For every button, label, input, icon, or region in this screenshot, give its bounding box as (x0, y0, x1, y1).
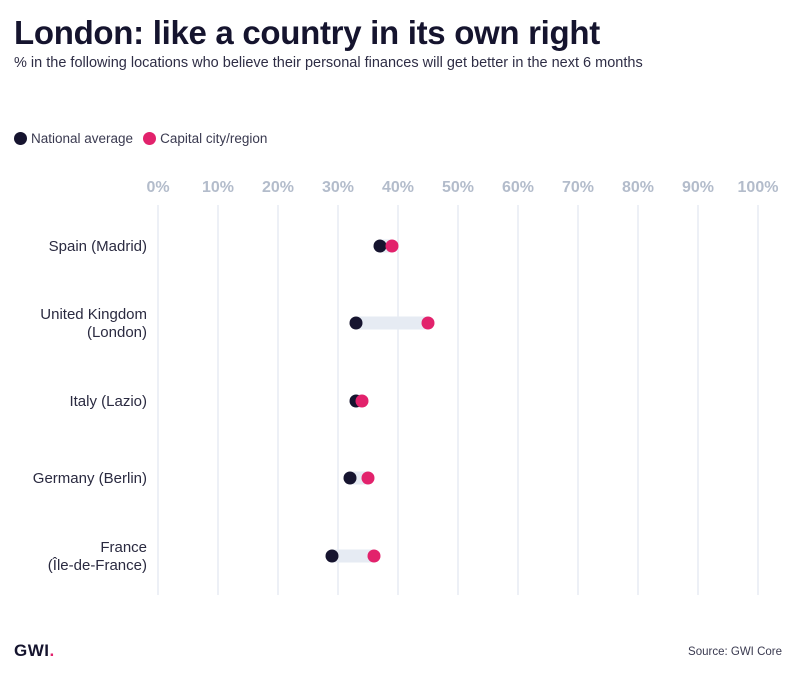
dot-capital (361, 471, 375, 485)
dot-capital (421, 316, 435, 330)
category-label: (London) (87, 324, 147, 341)
x-tick-label: 50% (442, 179, 474, 196)
dot-national (325, 549, 339, 563)
category-label: Spain (Madrid) (49, 238, 147, 255)
x-tick-label: 30% (322, 179, 354, 196)
x-tick-label: 100% (738, 179, 779, 196)
legend-item-national: National average (14, 131, 133, 146)
chart-legend: National average Capital city/region (14, 131, 277, 146)
legend-label-national: National average (31, 131, 134, 146)
source-note: Source: GWI Core (688, 646, 782, 658)
category-label: Germany (Berlin) (33, 470, 147, 487)
legend-dot-capital (143, 132, 157, 145)
category-label: France (100, 539, 147, 556)
category-label: Italy (Lazio) (69, 393, 147, 410)
x-tick-label: 10% (202, 179, 234, 196)
dot-capital (385, 239, 399, 253)
x-tick-label: 20% (262, 179, 294, 196)
dot-national (349, 316, 363, 330)
x-tick-label: 90% (682, 179, 714, 196)
x-tick-label: 40% (382, 179, 414, 196)
dot-capital (367, 549, 381, 563)
category-label: United Kingdom (40, 306, 147, 323)
gwi-logo: GWI. (14, 641, 55, 661)
dot-national (343, 471, 357, 485)
dot-capital (355, 394, 369, 408)
legend-dot-national (14, 132, 27, 145)
legend-label-capital: Capital city/region (160, 131, 268, 146)
logo-text: GWI (14, 641, 50, 660)
category-label: (Île-de-France) (48, 557, 147, 574)
x-tick-label: 70% (562, 179, 594, 196)
dot-national (373, 239, 387, 253)
x-tick-label: 0% (146, 179, 169, 196)
legend-item-capital: Capital city/region (143, 131, 267, 146)
logo-dot: . (49, 641, 55, 660)
dot-plot-chart: 0% 10% 20% 30% 40% 50% 60% 70% 80% 90% 100% Spain (… (33, 179, 779, 595)
page-title: London: like a country in its own right (14, 14, 600, 51)
x-tick-label: 60% (502, 179, 534, 196)
x-tick-label: 80% (622, 179, 654, 196)
page-subtitle: % in the following locations who believe… (14, 55, 643, 71)
